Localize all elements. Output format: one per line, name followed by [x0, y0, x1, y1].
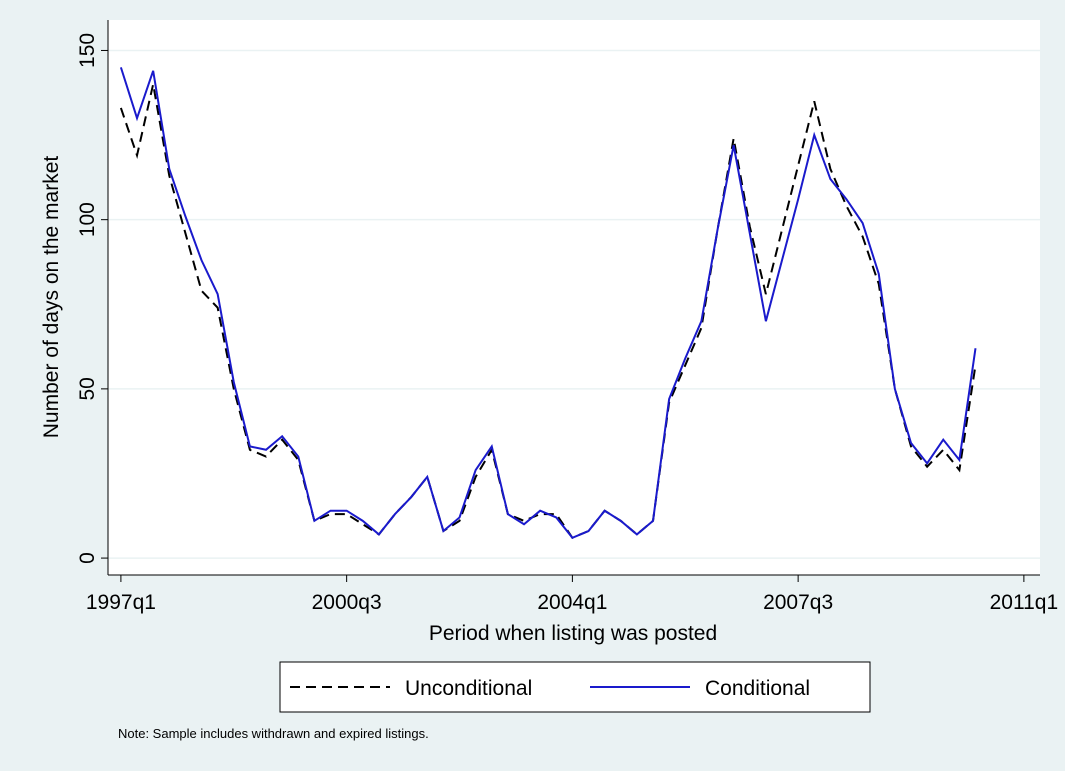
y-tick-label: 50 — [76, 377, 99, 400]
x-tick-label: 2011q1 — [990, 591, 1059, 614]
series-line — [119, 67, 977, 539]
y-tick-label: 150 — [76, 33, 99, 68]
plot-area — [108, 20, 1040, 575]
y-tick-label: 0 — [76, 552, 99, 564]
x-tick-label: 2004q1 — [537, 591, 607, 614]
legend-label: Unconditional — [405, 677, 532, 700]
x-tick-label: 1997q1 — [86, 591, 156, 614]
y-axis-label: Number of days on the market — [40, 156, 63, 439]
x-tick-label: 2007q3 — [763, 591, 833, 614]
y-tick-label: 100 — [76, 202, 99, 237]
x-axis-label: Period when listing was posted — [429, 622, 717, 645]
note: Note: Sample includes withdrawn and expi… — [118, 726, 429, 741]
x-tick-label: 2000q3 — [312, 591, 382, 614]
legend-label: Conditional — [705, 677, 810, 700]
